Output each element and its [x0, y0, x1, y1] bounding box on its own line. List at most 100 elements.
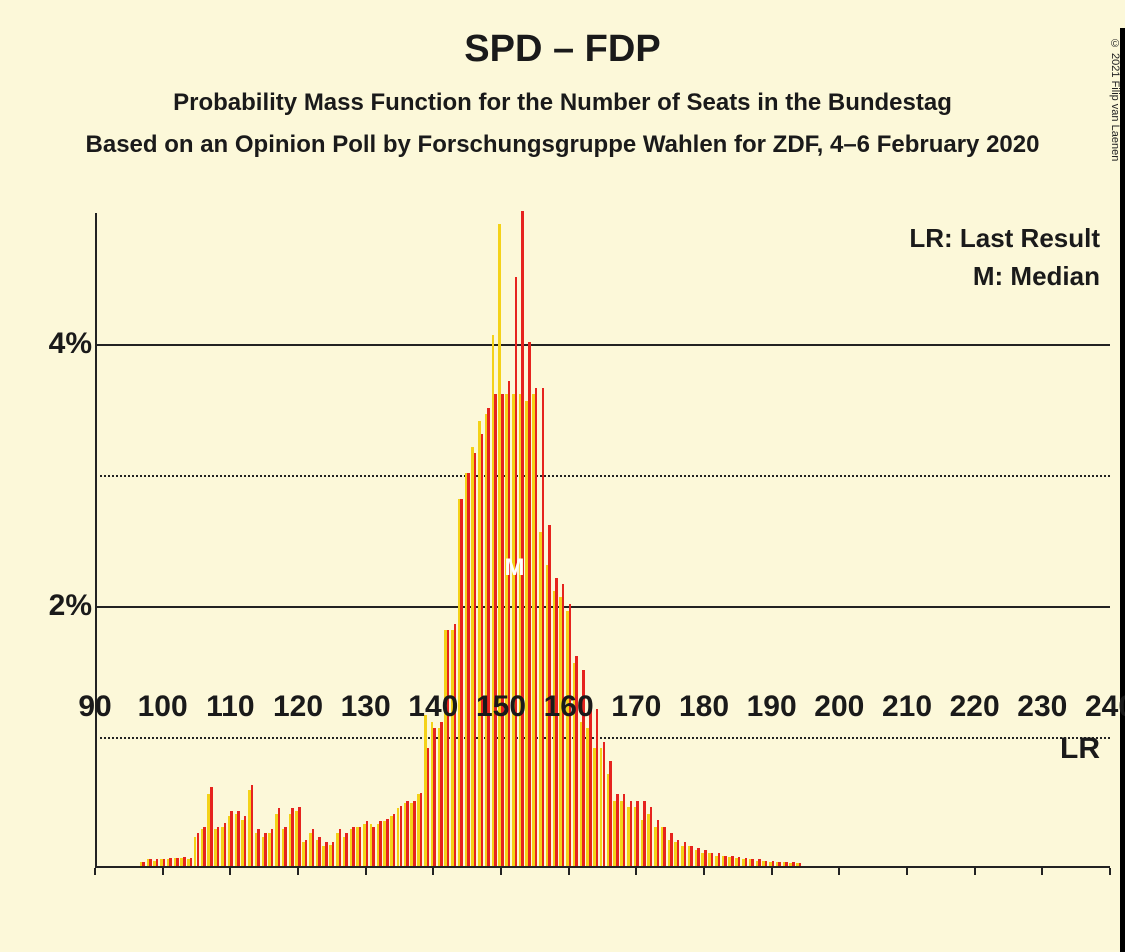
bar-red — [413, 801, 416, 867]
xtick-label: 180 — [679, 690, 729, 724]
bar-red — [345, 833, 348, 866]
bar-red — [278, 808, 281, 866]
bar-red — [663, 827, 666, 866]
legend-m: M: Median — [973, 261, 1100, 292]
bar-red — [657, 820, 660, 866]
bar-red — [420, 793, 423, 866]
grid-minor — [95, 475, 1110, 477]
bar-red — [142, 862, 145, 866]
bar-red — [197, 833, 200, 866]
bar-red — [799, 863, 802, 866]
bar-red — [230, 811, 233, 866]
bar-red — [677, 840, 680, 866]
bar-red — [149, 859, 152, 866]
xtick-label: 210 — [882, 690, 932, 724]
bar-red — [400, 806, 403, 866]
bar-red — [217, 827, 220, 866]
grid-major — [95, 606, 1110, 608]
bar-red — [406, 801, 409, 867]
copyright-text: © 2021 Filip van Laenen — [1109, 38, 1121, 161]
bar-red — [332, 842, 335, 866]
bar-red — [312, 829, 315, 866]
bar-red — [690, 846, 693, 866]
bar-red — [366, 821, 369, 866]
bar-red — [501, 394, 504, 866]
bar-red — [508, 381, 511, 866]
xtick-mark — [635, 868, 637, 875]
xtick-mark — [1109, 868, 1111, 875]
bar-red — [467, 473, 470, 866]
bar-red — [724, 856, 727, 866]
bar-red — [670, 833, 673, 866]
bar-red — [318, 837, 321, 866]
bar-red — [284, 827, 287, 866]
bar-red — [474, 453, 477, 866]
chart-title: SPD – FDP — [0, 28, 1125, 71]
bar-red — [427, 748, 430, 866]
bar-red — [589, 702, 592, 866]
ytick-label: 2% — [49, 589, 92, 623]
xtick-mark — [1041, 868, 1043, 875]
bar-red — [792, 862, 795, 866]
bar-red — [711, 853, 714, 866]
bar-red — [684, 842, 687, 866]
bar-red — [616, 794, 619, 866]
xtick-mark — [771, 868, 773, 875]
bar-red — [176, 858, 179, 866]
xtick-mark — [229, 868, 231, 875]
bar-red — [210, 787, 213, 866]
bar-red — [562, 584, 565, 866]
xtick-mark — [500, 868, 502, 875]
bar-red — [630, 801, 633, 867]
xtick-label: 160 — [544, 690, 594, 724]
xtick-label: 240 — [1085, 690, 1125, 724]
bar-red — [359, 827, 362, 866]
bar-red — [643, 801, 646, 867]
bar-red — [772, 861, 775, 866]
xtick-mark — [94, 868, 96, 875]
lr-marker: LR — [1060, 732, 1100, 766]
xtick-mark — [703, 868, 705, 875]
xtick-mark — [838, 868, 840, 875]
bar-red — [650, 807, 653, 866]
bar-red — [393, 814, 396, 866]
bar-red — [542, 388, 545, 866]
xtick-label: 110 — [206, 690, 254, 724]
bar-red — [379, 821, 382, 866]
xtick-label: 90 — [78, 690, 111, 724]
bar-red — [156, 859, 159, 866]
xtick-mark — [365, 868, 367, 875]
bar-red — [460, 499, 463, 866]
xtick-mark — [974, 868, 976, 875]
bar-red — [169, 858, 172, 866]
bar-red — [183, 857, 186, 866]
bar-red — [623, 794, 626, 866]
bar-red — [697, 848, 700, 866]
bar-red — [745, 858, 748, 866]
bar-red — [731, 856, 734, 866]
xtick-label: 190 — [747, 690, 797, 724]
bar-red — [440, 722, 443, 866]
bar-red — [596, 709, 599, 866]
bar-red — [603, 742, 606, 866]
bar-red — [352, 827, 355, 866]
bar-red — [454, 624, 457, 866]
chart-subtitle-2: Based on an Opinion Poll by Forschungsgr… — [0, 131, 1125, 159]
bar-red — [325, 842, 328, 866]
bar-red — [738, 857, 741, 866]
bar-red — [487, 408, 490, 867]
bar-red — [251, 785, 254, 866]
bar-red — [535, 388, 538, 866]
bar-red — [718, 853, 721, 866]
xtick-label: 220 — [950, 690, 1000, 724]
bar-red — [264, 833, 267, 866]
bar-red — [785, 862, 788, 866]
bar-red — [778, 862, 781, 866]
xtick-mark — [568, 868, 570, 875]
bar-red — [291, 808, 294, 866]
bar-red — [528, 342, 531, 866]
median-marker: M — [505, 554, 525, 582]
xtick-label: 170 — [611, 690, 661, 724]
bar-red — [494, 394, 497, 866]
xtick-label: 120 — [273, 690, 323, 724]
